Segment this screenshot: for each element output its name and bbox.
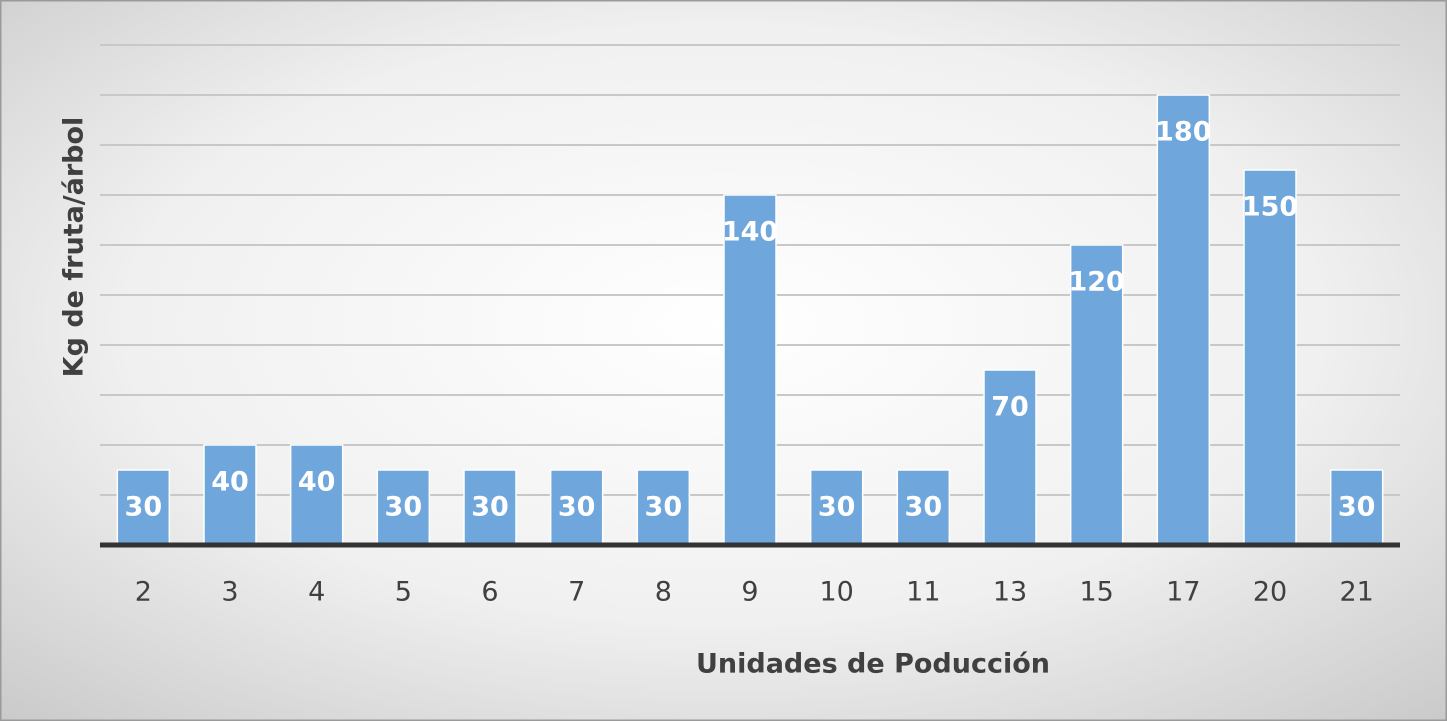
data-label: 30: [645, 492, 683, 523]
x-tick-label: 21: [1339, 577, 1373, 608]
x-tick-label: 2: [135, 577, 152, 608]
bar: [1069, 244, 1124, 546]
x-tick-label: 20: [1253, 577, 1287, 608]
y-axis-title: Kg de fruta/árbol: [59, 117, 90, 378]
data-label: 30: [471, 492, 509, 523]
bar: [636, 469, 691, 546]
data-label: 30: [558, 492, 596, 523]
x-tick-label: 3: [221, 577, 238, 608]
x-tick-label: 6: [481, 577, 498, 608]
data-label: 30: [1338, 492, 1376, 523]
x-axis-title: Unidades de Poducción: [696, 649, 1050, 680]
bar: [549, 469, 604, 546]
data-label: 120: [1068, 267, 1124, 298]
bar: [809, 469, 864, 546]
x-tick-label: 17: [1166, 577, 1200, 608]
x-tick-label: 11: [906, 577, 940, 608]
data-label: 150: [1242, 192, 1298, 223]
data-label: 30: [125, 492, 163, 523]
x-tick-label: 10: [819, 577, 853, 608]
bar: [203, 444, 257, 546]
x-tick-label: 9: [741, 577, 758, 608]
bar: [463, 469, 517, 546]
x-tick-label: 13: [993, 577, 1027, 608]
x-tick-label: 7: [568, 577, 585, 608]
x-tick-label: 4: [308, 577, 325, 608]
bar: [1243, 169, 1297, 546]
bar: [983, 369, 1037, 546]
x-tick-label: 15: [1079, 577, 1113, 608]
data-label: 30: [818, 492, 856, 523]
data-label: 30: [905, 492, 943, 523]
data-label: 40: [211, 467, 249, 498]
bar: [723, 194, 777, 546]
data-label: 180: [1155, 117, 1211, 148]
bar: [896, 469, 951, 546]
bar: [1329, 469, 1384, 546]
bar: [1156, 94, 1211, 546]
data-label: 70: [991, 392, 1029, 423]
data-label: 40: [298, 467, 336, 498]
x-tick-label: 5: [395, 577, 412, 608]
data-label: 30: [385, 492, 423, 523]
data-label: 140: [722, 217, 778, 248]
x-tick-label: 8: [655, 577, 672, 608]
bar: [289, 444, 344, 546]
bar: [376, 469, 431, 546]
